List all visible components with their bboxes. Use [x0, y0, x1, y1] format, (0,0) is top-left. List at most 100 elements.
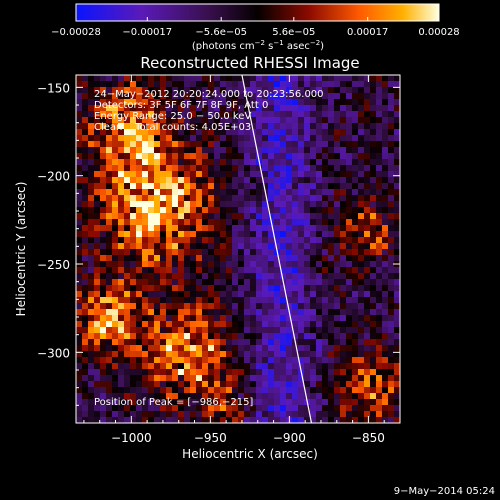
- heatmap-cell: [100, 405, 107, 412]
- heatmap-cell: [166, 279, 173, 286]
- heatmap-cell: [364, 123, 371, 130]
- heatmap-cell: [340, 207, 347, 214]
- heatmap-cell: [382, 261, 389, 268]
- heatmap-cell: [208, 285, 215, 292]
- heatmap-cell: [268, 93, 275, 100]
- heatmap-cell: [184, 129, 191, 136]
- heatmap-cell: [118, 93, 125, 100]
- heatmap-cell: [190, 75, 197, 82]
- heatmap-cell: [334, 273, 341, 280]
- heatmap-cell: [112, 243, 119, 250]
- heatmap-cell: [166, 153, 173, 160]
- heatmap-cell: [154, 111, 161, 118]
- heatmap-cell: [76, 333, 83, 340]
- heatmap-cell: [340, 87, 347, 94]
- heatmap-cell: [220, 225, 227, 232]
- heatmap-cell: [238, 315, 245, 322]
- heatmap-cell: [238, 177, 245, 184]
- heatmap-cell: [82, 255, 89, 262]
- heatmap-cell: [160, 309, 167, 316]
- heatmap-cell: [94, 291, 101, 298]
- heatmap-cell: [106, 147, 113, 154]
- heatmap-cell: [316, 273, 323, 280]
- heatmap-cell: [322, 135, 329, 142]
- heatmap-cell: [94, 213, 101, 220]
- heatmap-cell: [166, 123, 173, 130]
- heatmap-cell: [118, 345, 125, 352]
- heatmap-cell: [154, 357, 161, 364]
- heatmap-cell: [244, 183, 251, 190]
- heatmap-cell: [190, 357, 197, 364]
- heatmap-cell: [394, 159, 400, 166]
- heatmap-cell: [196, 405, 203, 412]
- heatmap-cell: [292, 231, 299, 238]
- heatmap-cell: [178, 105, 185, 112]
- heatmap-cell: [286, 129, 293, 136]
- heatmap-cell: [202, 81, 209, 88]
- heatmap-cell: [160, 351, 167, 358]
- heatmap-cell: [286, 237, 293, 244]
- heatmap-cell: [166, 369, 173, 376]
- heatmap-cell: [118, 231, 125, 238]
- heatmap-cell: [94, 297, 101, 304]
- heatmap-cell: [376, 303, 383, 310]
- heatmap-cell: [268, 207, 275, 214]
- heatmap-cell: [136, 273, 143, 280]
- heatmap-cell: [124, 267, 131, 274]
- heatmap-cell: [136, 261, 143, 268]
- heatmap-cell: [148, 351, 155, 358]
- heatmap-cell: [268, 111, 275, 118]
- heatmap-cell: [130, 117, 137, 124]
- heatmap-cell: [232, 321, 239, 328]
- heatmap-cell: [310, 117, 317, 124]
- heatmap-cell: [160, 255, 167, 262]
- heatmap-cell: [292, 279, 299, 286]
- heatmap-cell: [280, 219, 287, 226]
- x-tick-label: −1000: [111, 431, 152, 445]
- heatmap-cell: [358, 81, 365, 88]
- heatmap-cell: [148, 159, 155, 166]
- heatmap-cell: [364, 297, 371, 304]
- heatmap-cell: [166, 243, 173, 250]
- heatmap-cell: [286, 279, 293, 286]
- heatmap-cell: [340, 267, 347, 274]
- heatmap-cell: [172, 375, 179, 382]
- heatmap-cell: [196, 201, 203, 208]
- heatmap-cell: [346, 309, 353, 316]
- heatmap-cell: [118, 363, 125, 370]
- heatmap-cell: [112, 399, 119, 406]
- heatmap-cell: [190, 99, 197, 106]
- heatmap-cell: [244, 387, 251, 394]
- heatmap-cell: [352, 81, 359, 88]
- heatmap-cell: [250, 141, 257, 148]
- heatmap-cell: [262, 393, 269, 400]
- heatmap-cell: [226, 123, 233, 130]
- heatmap-cell: [82, 141, 89, 148]
- heatmap-cell: [370, 183, 377, 190]
- heatmap-cell: [238, 297, 245, 304]
- heatmap-cell: [160, 369, 167, 376]
- heatmap-cell: [286, 117, 293, 124]
- heatmap-cell: [382, 123, 389, 130]
- heatmap-cell: [364, 99, 371, 106]
- heatmap-cell: [214, 141, 221, 148]
- heatmap-cell: [154, 411, 161, 418]
- heatmap-cell: [250, 309, 257, 316]
- heatmap-cell: [376, 411, 383, 418]
- heatmap-cell: [364, 93, 371, 100]
- heatmap-cell: [106, 417, 113, 423]
- heatmap-cell: [244, 303, 251, 310]
- heatmap-cell: [172, 99, 179, 106]
- heatmap-cell: [292, 105, 299, 112]
- heatmap-cell: [106, 357, 113, 364]
- heatmap-cell: [328, 375, 335, 382]
- heatmap-cell: [226, 135, 233, 142]
- heatmap-cell: [172, 195, 179, 202]
- heatmap-cell: [268, 369, 275, 376]
- heatmap-cell: [130, 159, 137, 166]
- heatmap-cell: [286, 153, 293, 160]
- heatmap-cell: [208, 375, 215, 382]
- heatmap-cell: [196, 279, 203, 286]
- heatmap-cell: [160, 117, 167, 124]
- colorbar: [75, 3, 440, 22]
